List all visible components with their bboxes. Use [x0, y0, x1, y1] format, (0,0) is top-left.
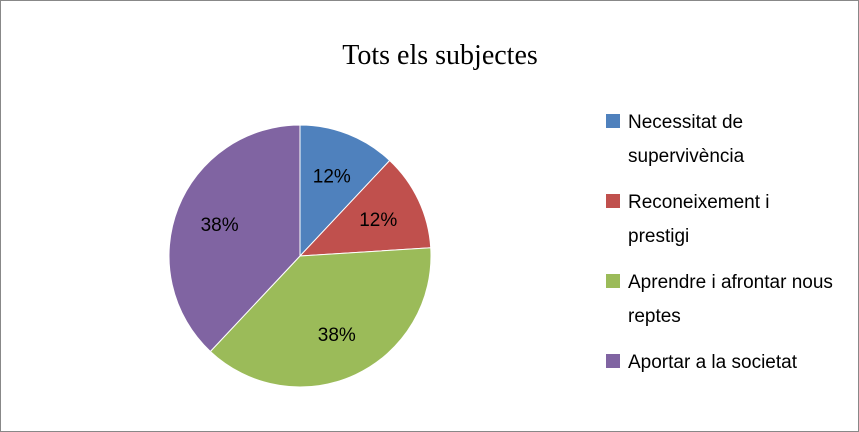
- legend-label: Aprendre i afrontar nous reptes: [628, 272, 838, 327]
- data-label: 12%: [359, 210, 397, 231]
- pie-slice: [168, 124, 301, 353]
- legend-swatch: [606, 114, 620, 128]
- pie-slice: [209, 247, 432, 388]
- pie-slice: [299, 124, 391, 258]
- data-label: 38%: [318, 325, 356, 346]
- chart-title: Tots els subjectes: [342, 40, 538, 71]
- legend-swatch: [606, 194, 620, 208]
- legend-swatch: [606, 354, 620, 368]
- data-label: 38%: [201, 215, 239, 236]
- legend-swatch: [606, 274, 620, 288]
- data-label: 12%: [313, 167, 351, 188]
- legend-label: Reconeixement i prestigi: [628, 192, 775, 247]
- pie-slice: [298, 159, 432, 257]
- legend-label: Necessitat de supervivència: [628, 112, 748, 167]
- legend-label: Aportar a la societat: [628, 352, 798, 373]
